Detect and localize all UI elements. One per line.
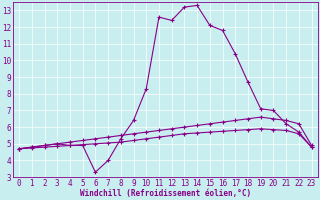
X-axis label: Windchill (Refroidissement éolien,°C): Windchill (Refroidissement éolien,°C) <box>80 189 251 198</box>
